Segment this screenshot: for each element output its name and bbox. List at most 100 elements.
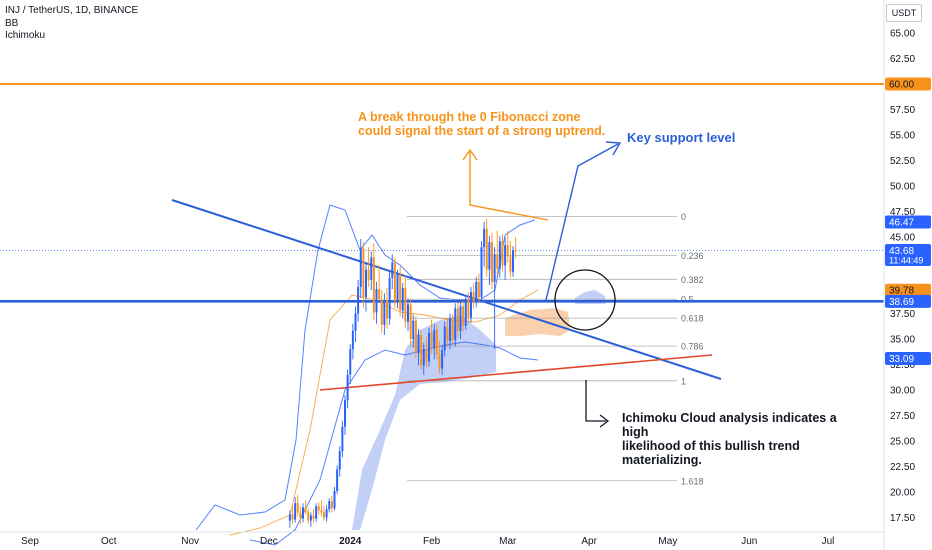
candle-body [422, 349, 425, 366]
fib-level-label: 1 [681, 376, 686, 386]
candle-body [294, 503, 297, 520]
fib-level-label: 0.786 [681, 342, 704, 352]
candle-body [325, 509, 328, 518]
y-tick-label: 20.00 [890, 488, 915, 499]
price-tag-label: 39.78 [889, 286, 914, 297]
support-arrow-head [605, 141, 622, 156]
chart-legend: INJ / TetherUS, 1D, BINANCE BB Ichimoku [5, 5, 138, 43]
candle-body [328, 501, 331, 510]
candle-body [480, 247, 483, 298]
fib-level-label: 0 [681, 212, 686, 222]
ichimoku-cloud [352, 290, 606, 530]
y-tick-label: 37.50 [890, 309, 915, 320]
x-tick-label: Feb [423, 536, 441, 547]
candle-body [365, 269, 367, 298]
fib-arrow-head [462, 148, 478, 161]
x-tick-label: 2024 [339, 536, 362, 547]
y-tick-label: 62.50 [890, 54, 915, 65]
candle-body [307, 511, 310, 521]
y-tick-label: 52.50 [890, 156, 915, 167]
candle-body [459, 306, 462, 331]
fib-arrow-line [469, 152, 549, 221]
candle-body [372, 257, 375, 313]
candle-body [346, 374, 349, 401]
candle-body [509, 256, 512, 272]
fib-level-label: 0.382 [681, 275, 704, 285]
candle-body [409, 304, 412, 339]
y-tick-label: 27.50 [890, 411, 915, 422]
drawn-lines [0, 83, 884, 428]
y-tick-label: 47.50 [890, 207, 915, 218]
candle-body [493, 254, 496, 282]
candle-body [288, 514, 291, 521]
currency-selector[interactable]: USDT [886, 4, 922, 22]
fib-level-label: 1.618 [681, 476, 704, 486]
price-tag [885, 294, 931, 308]
candle-body [414, 320, 417, 354]
candle-body [428, 332, 430, 362]
y-tick-label: 32.50 [890, 360, 915, 371]
x-tick-label: Dec [260, 536, 278, 547]
candle-body [491, 242, 493, 282]
cloud-bullish-zone [352, 315, 496, 530]
candle-body [333, 490, 336, 509]
fibonacci-levels: 0 0.236 0.382 0.5 0.618 0.786 1 1.618 [407, 212, 704, 486]
candle-body [341, 426, 344, 452]
fib-zone-annotation: A break through the 0 Fibonacci zone cou… [358, 110, 605, 138]
candle-body [320, 510, 323, 513]
candle-body [438, 354, 441, 369]
x-tick-label: Mar [499, 536, 517, 547]
rising-trendline [319, 354, 713, 391]
price-tag [885, 243, 931, 266]
candle-body [323, 512, 325, 518]
candle-body [370, 257, 373, 280]
candle-body [477, 281, 480, 298]
candle-body [506, 245, 509, 257]
candles [288, 218, 517, 528]
price-tag [885, 215, 931, 229]
legend-ichimoku[interactable]: Ichimoku [5, 30, 46, 41]
y-tick-label: 30.00 [890, 386, 915, 397]
candle-body [330, 501, 333, 509]
x-tick-label: Oct [101, 536, 117, 547]
candle-body [412, 320, 415, 339]
price-tag-label: 46.47 [889, 218, 914, 229]
support-annotation: Key support level [627, 130, 736, 145]
candle-body [296, 503, 299, 513]
candle-body [514, 250, 517, 252]
price-tag [885, 77, 931, 91]
candle-body [357, 286, 360, 314]
candle-body [404, 288, 407, 322]
candle-body [351, 330, 354, 350]
candle-body [430, 332, 433, 349]
support-highlight-circle [554, 269, 616, 331]
candle-body [443, 326, 446, 351]
candle-body [399, 274, 402, 311]
fib-level-label: 0.5 [681, 295, 694, 305]
price-tag [885, 283, 931, 297]
candle-body [475, 281, 478, 303]
legend-bollinger[interactable]: BB [5, 17, 19, 29]
candle-body [349, 349, 352, 375]
fib-level-label: 0.618 [681, 314, 704, 324]
candle-body [456, 308, 459, 331]
candle-body [396, 274, 399, 302]
candle-body [472, 292, 475, 303]
legend-symbol[interactable]: INJ / TetherUS, 1D, BINANCE [5, 5, 139, 16]
y-tick-label: 25.00 [890, 437, 915, 448]
candle-body [309, 515, 312, 521]
candle-body [435, 329, 438, 355]
descending-trendline [171, 199, 722, 380]
price-tag-label: 38.69 [889, 297, 914, 308]
candle-body [504, 245, 507, 266]
candle-body [462, 306, 465, 326]
candle-body [446, 326, 449, 342]
candle-body [449, 318, 451, 342]
candle-body [454, 308, 457, 341]
candle-body [338, 451, 341, 470]
candle-body [417, 334, 420, 354]
candle-body [433, 329, 436, 349]
candle-body [380, 299, 383, 325]
fib-zone-annotation-line-1: A break through the 0 Fibonacci zone [358, 110, 581, 124]
